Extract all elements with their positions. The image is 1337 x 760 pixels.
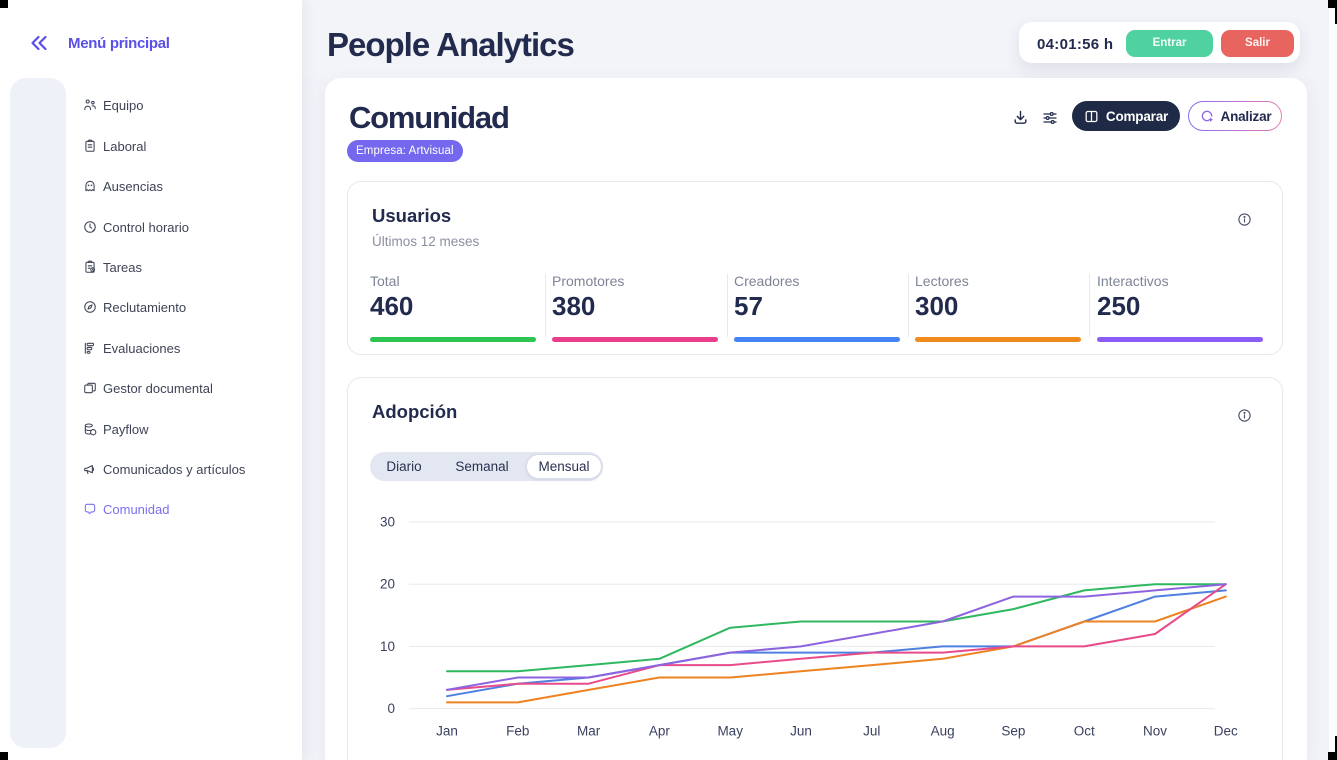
svg-text:20: 20 bbox=[380, 577, 395, 592]
svg-text:Nov: Nov bbox=[1143, 724, 1167, 739]
svg-text:Jan: Jan bbox=[436, 724, 458, 739]
svg-text:Feb: Feb bbox=[506, 724, 529, 739]
svg-text:30: 30 bbox=[380, 515, 395, 530]
svg-text:May: May bbox=[717, 724, 743, 739]
svg-text:Jun: Jun bbox=[790, 724, 812, 739]
svg-text:Oct: Oct bbox=[1074, 724, 1095, 739]
svg-text:Jul: Jul bbox=[863, 724, 880, 739]
svg-text:10: 10 bbox=[380, 639, 395, 654]
svg-text:0: 0 bbox=[387, 701, 395, 716]
svg-text:Sep: Sep bbox=[1001, 724, 1025, 739]
svg-text:Mar: Mar bbox=[577, 724, 601, 739]
svg-text:Dec: Dec bbox=[1214, 724, 1238, 739]
svg-text:Aug: Aug bbox=[931, 724, 955, 739]
svg-text:Apr: Apr bbox=[649, 724, 671, 739]
